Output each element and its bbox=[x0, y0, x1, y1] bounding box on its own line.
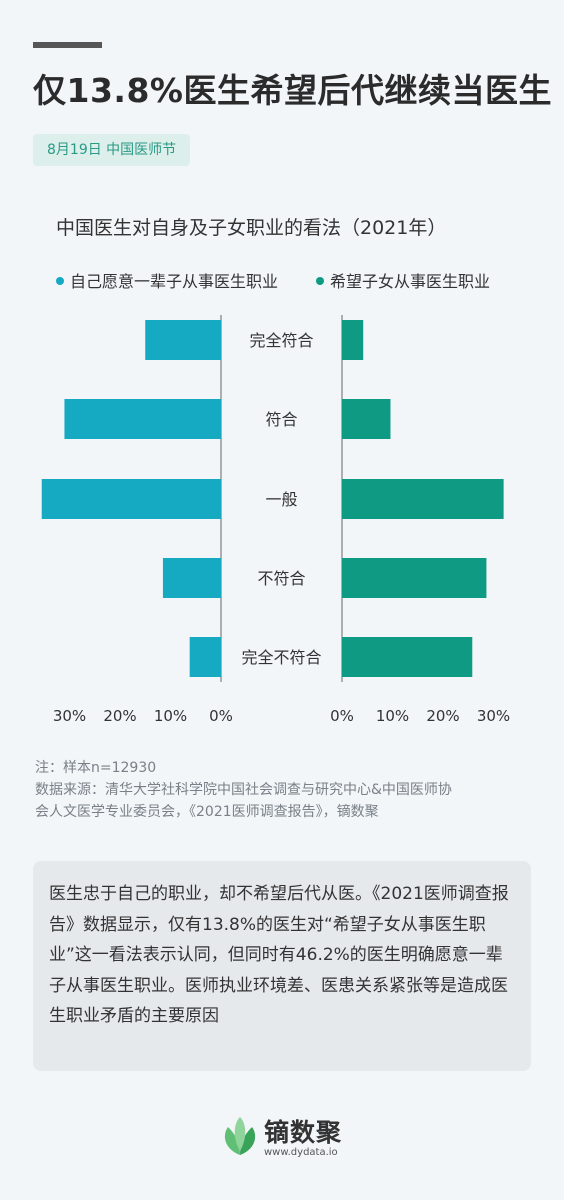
bar-children-2 bbox=[342, 479, 504, 519]
title-accent-bar bbox=[33, 42, 102, 48]
bar-children-1 bbox=[342, 399, 391, 439]
brand-url: www.dydata.io bbox=[264, 1147, 338, 1158]
summary-box: 医生忠于自己的职业，却不希望后代从医。《2021医师调查报告》数据显示，仅有13… bbox=[33, 861, 531, 1071]
bar-self-4 bbox=[189, 637, 221, 677]
right-tick-label: 10% bbox=[376, 707, 409, 725]
category-label-1: 符合 bbox=[265, 410, 297, 429]
legend-label-self: 自己愿意一辈子从事医生职业 bbox=[70, 272, 279, 291]
legend-dot-self bbox=[56, 276, 64, 285]
bar-self-2 bbox=[41, 479, 221, 519]
bar-self-1 bbox=[64, 399, 221, 439]
leaf-icon bbox=[224, 1117, 256, 1155]
source-line-2: 会人文医学专业委员会，《2021医师调查报告》，镝数聚 bbox=[35, 804, 379, 820]
category-label-2: 一般 bbox=[265, 490, 297, 509]
left-tick-label: 0% bbox=[209, 707, 233, 725]
date-tag: 8月19日 中国医师节 bbox=[33, 134, 191, 166]
chart-notes: 注：样本n=12930 数据来源：清华大学社科学院中国社会调查与研究中心&中国医… bbox=[35, 757, 535, 823]
summary-text: 医生忠于自己的职业，却不希望后代从医。《2021医师调查报告》数据显示，仅有13… bbox=[49, 884, 509, 1026]
category-label-3: 不符合 bbox=[257, 569, 305, 588]
right-tick-label: 20% bbox=[426, 707, 459, 725]
bar-children-4 bbox=[342, 637, 473, 677]
left-tick-label: 10% bbox=[154, 707, 187, 725]
legend-dot-children bbox=[316, 276, 324, 285]
category-label-4: 完全不符合 bbox=[241, 648, 321, 667]
page-title: 仅13.8%医生希望后代继续当医生 bbox=[33, 71, 552, 110]
legend-label-children: 希望子女从事医生职业 bbox=[330, 272, 491, 291]
right-tick-label: 0% bbox=[330, 707, 354, 725]
bar-self-0 bbox=[145, 320, 221, 360]
bar-children-0 bbox=[342, 320, 364, 360]
source-line-1: 数据来源：清华大学社科学院中国社会调查与研究中心&中国医师协 bbox=[35, 782, 452, 798]
brand-name: 镝数聚 bbox=[264, 1118, 343, 1147]
left-tick-label: 20% bbox=[103, 707, 136, 725]
category-label-0: 完全符合 bbox=[249, 331, 313, 350]
brand-logo: 镝数聚 www.dydata.io bbox=[220, 1113, 350, 1163]
legend-item-self: 自己愿意一辈子从事医生职业 bbox=[56, 268, 278, 292]
bar-self-3 bbox=[162, 558, 221, 598]
left-tick-label: 30% bbox=[53, 707, 86, 725]
chart-title: 中国医生对自身及子女职业的看法（2021年） bbox=[56, 217, 447, 239]
sample-note: 注：样本n=12930 bbox=[35, 760, 157, 776]
bar-children-3 bbox=[342, 558, 487, 598]
right-tick-label: 30% bbox=[477, 707, 510, 725]
legend-item-children: 希望子女从事医生职业 bbox=[316, 268, 490, 292]
